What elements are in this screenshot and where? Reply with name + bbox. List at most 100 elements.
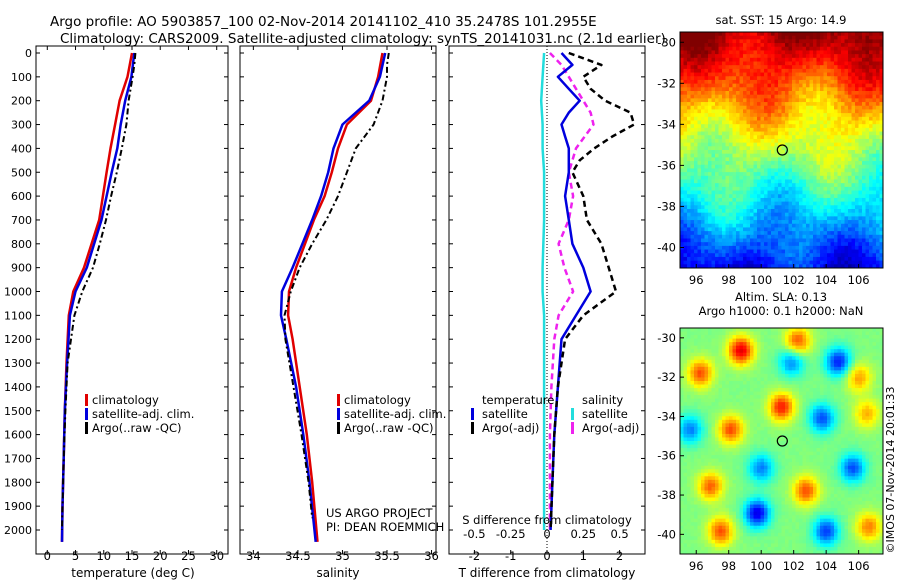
map-cell — [757, 135, 762, 140]
map-cell — [855, 363, 860, 368]
map-cell — [848, 150, 853, 155]
map-cell — [732, 124, 737, 129]
map-cell — [869, 242, 874, 247]
map-cell — [694, 179, 699, 184]
map-cell — [683, 50, 688, 55]
map-cell — [708, 142, 713, 147]
map-cell — [799, 363, 804, 368]
map-cell — [806, 153, 811, 158]
map-cell — [802, 186, 807, 192]
map-cell — [879, 168, 883, 173]
map-cell — [690, 359, 695, 364]
map-cell — [704, 98, 709, 103]
map-cell — [792, 256, 797, 262]
map-cell — [876, 245, 881, 251]
legend-swatch-s-satellite — [571, 408, 574, 420]
map-cell — [732, 253, 737, 258]
map-cell — [830, 54, 835, 59]
map-cell — [708, 57, 713, 63]
satellite-line — [279, 52, 387, 543]
map-cell — [774, 238, 779, 243]
map-cell — [823, 72, 828, 77]
map-cell — [687, 87, 692, 92]
map-cell — [869, 366, 874, 371]
map-cell — [757, 65, 762, 70]
map-cell — [690, 72, 695, 77]
map-cell — [690, 127, 695, 133]
map-cell — [827, 87, 832, 92]
map-cell — [792, 54, 797, 59]
map-cell — [851, 231, 856, 236]
map-cell — [827, 113, 832, 118]
map-cell — [830, 183, 835, 188]
map-cell — [694, 153, 699, 158]
map-cell — [715, 380, 720, 386]
map-cell — [764, 242, 769, 247]
map-cell — [683, 335, 688, 340]
map-cell — [830, 245, 835, 251]
map-cell — [795, 150, 800, 155]
map-cell — [848, 83, 853, 88]
map-cell — [820, 116, 825, 122]
lon-tick-label: 104 — [815, 273, 837, 287]
map-cell — [862, 197, 867, 203]
map-cell — [736, 102, 741, 107]
map-cell — [844, 356, 849, 361]
map-cell — [879, 205, 883, 210]
map-cell — [718, 54, 723, 59]
map-cell — [869, 150, 874, 155]
map-cell — [760, 197, 765, 203]
map-cell — [736, 373, 741, 379]
map-cell — [718, 380, 723, 386]
map-cell — [799, 179, 804, 184]
map-cell — [760, 260, 765, 265]
map-cell — [694, 124, 699, 129]
map-cell — [848, 105, 853, 111]
map-cell — [827, 32, 832, 37]
map-cell — [809, 32, 814, 37]
map-cell — [862, 161, 867, 166]
map-cell — [774, 342, 779, 347]
map-cell — [806, 238, 811, 243]
map-cell — [841, 175, 846, 181]
map-cell — [827, 183, 832, 188]
map-cell — [823, 138, 828, 144]
map-cell — [701, 380, 706, 386]
map-cell — [816, 331, 821, 336]
map-cell — [760, 370, 765, 375]
map-cell — [771, 109, 776, 114]
map-cell — [764, 220, 769, 225]
map-cell — [851, 39, 856, 44]
map-cell — [823, 253, 828, 258]
map-cell — [806, 349, 811, 354]
map-cell — [795, 338, 800, 343]
map-cell — [830, 345, 835, 350]
map-cell — [753, 172, 758, 177]
map-cell — [872, 65, 877, 70]
map-cell — [697, 168, 702, 173]
map-cell — [753, 146, 758, 151]
map-cell — [701, 168, 706, 173]
map-cell — [739, 238, 744, 243]
map-cell — [774, 183, 779, 188]
map-cell — [872, 216, 877, 221]
map-cell — [837, 359, 842, 364]
map-cell — [865, 370, 870, 375]
map-cell — [694, 328, 699, 333]
map-cell — [862, 157, 867, 162]
map-cell — [732, 142, 737, 147]
map-cell — [816, 57, 821, 63]
map-cell — [823, 124, 828, 129]
map-cell — [823, 76, 828, 81]
map-cell — [788, 131, 793, 136]
map-cell — [760, 245, 765, 251]
map-cell — [694, 127, 699, 133]
map-cell — [869, 335, 874, 340]
map-cell — [694, 46, 699, 52]
map-cell — [711, 138, 716, 144]
map-cell — [704, 172, 709, 177]
map-cell — [729, 113, 734, 118]
map-cell — [701, 209, 706, 214]
map-cell — [767, 138, 772, 144]
map-cell — [858, 179, 863, 184]
